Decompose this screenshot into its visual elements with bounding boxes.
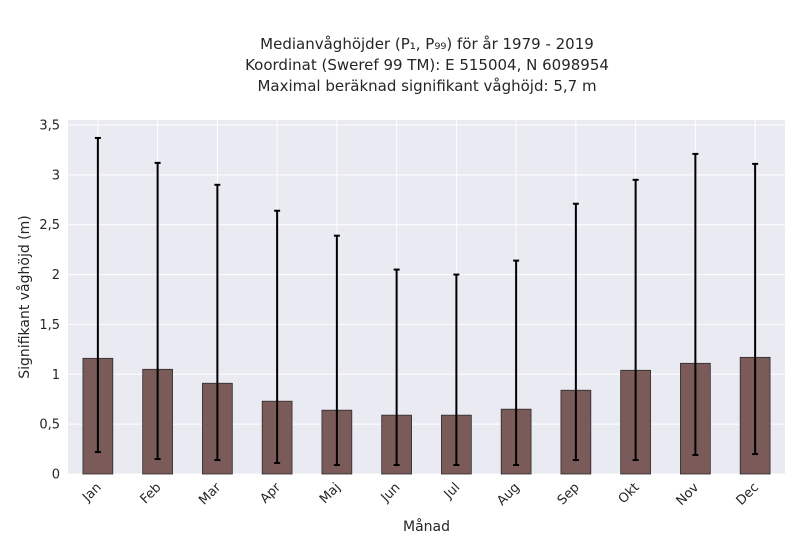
x-tick-label: Aug: [494, 480, 523, 509]
x-tick-label: Nov: [674, 480, 703, 509]
y-tick-label: 0,5: [39, 418, 60, 433]
error-bar-jun: [393, 268, 400, 467]
y-tick-label: 3,5: [39, 118, 60, 133]
y-tick-label: 0: [52, 468, 60, 483]
error-bars: [94, 136, 759, 467]
chart-title: Medianvåghöjder (P₁, P₉₉) för år 1979 - …: [0, 34, 800, 97]
x-tick-label: Jul: [441, 480, 463, 502]
y-tick-label: 1: [52, 368, 60, 383]
title-line-2: Koordinat (Sweref 99 TM): E 515004, N 60…: [245, 56, 609, 74]
y-tick-label: 2,5: [39, 218, 60, 233]
plot-area: [68, 120, 785, 474]
x-tick-label: Dec: [734, 480, 762, 508]
x-tick-label: Okt: [616, 480, 643, 507]
error-bar-feb: [154, 161, 161, 461]
error-bar-dec: [752, 162, 759, 456]
error-bar-jan: [94, 136, 101, 454]
error-bar-mar: [214, 183, 221, 462]
error-bar-maj: [333, 234, 340, 467]
x-axis-label: Månad: [403, 518, 450, 535]
error-bar-aug: [513, 259, 520, 467]
y-tick-label: 1,5: [39, 318, 60, 333]
error-bar-okt: [632, 178, 639, 462]
x-tick-label: Jun: [378, 480, 404, 506]
y-axis-label: Signifikant våghöjd (m): [16, 215, 33, 378]
x-tick-labels: Jan Feb Mar Apr Maj Jun Jul Aug Sep Okt Nov Dec: [79, 480, 762, 509]
error-bar-sep: [572, 202, 579, 462]
title-line-3: Maximal beräknad signifikant våghöjd: 5,…: [257, 77, 597, 95]
error-bar-jul: [453, 273, 460, 467]
x-tick-label: Sep: [555, 480, 583, 508]
x-tick-label: Mar: [196, 480, 224, 508]
y-tick-labels: 0 0,5 1 1,5 2 2,5 3 3,5: [39, 118, 60, 482]
x-tick-label: Apr: [257, 480, 284, 507]
error-bar-apr: [274, 209, 281, 465]
y-tick-label: 3: [52, 168, 60, 183]
y-tick-label: 2: [52, 268, 60, 283]
title-line-1: Medianvåghöjder (P₁, P₉₉) för år 1979 - …: [260, 35, 594, 53]
x-tick-label: Maj: [317, 480, 344, 507]
x-tick-label: Jan: [79, 480, 104, 505]
error-bar-nov: [692, 152, 699, 457]
x-tick-label: Feb: [138, 480, 165, 507]
